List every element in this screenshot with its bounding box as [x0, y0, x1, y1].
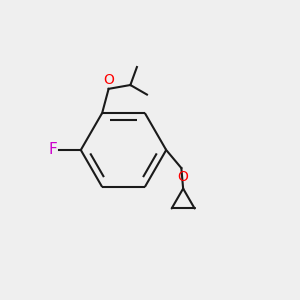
Text: F: F	[49, 142, 58, 158]
Text: O: O	[177, 170, 188, 184]
Text: O: O	[103, 73, 114, 87]
